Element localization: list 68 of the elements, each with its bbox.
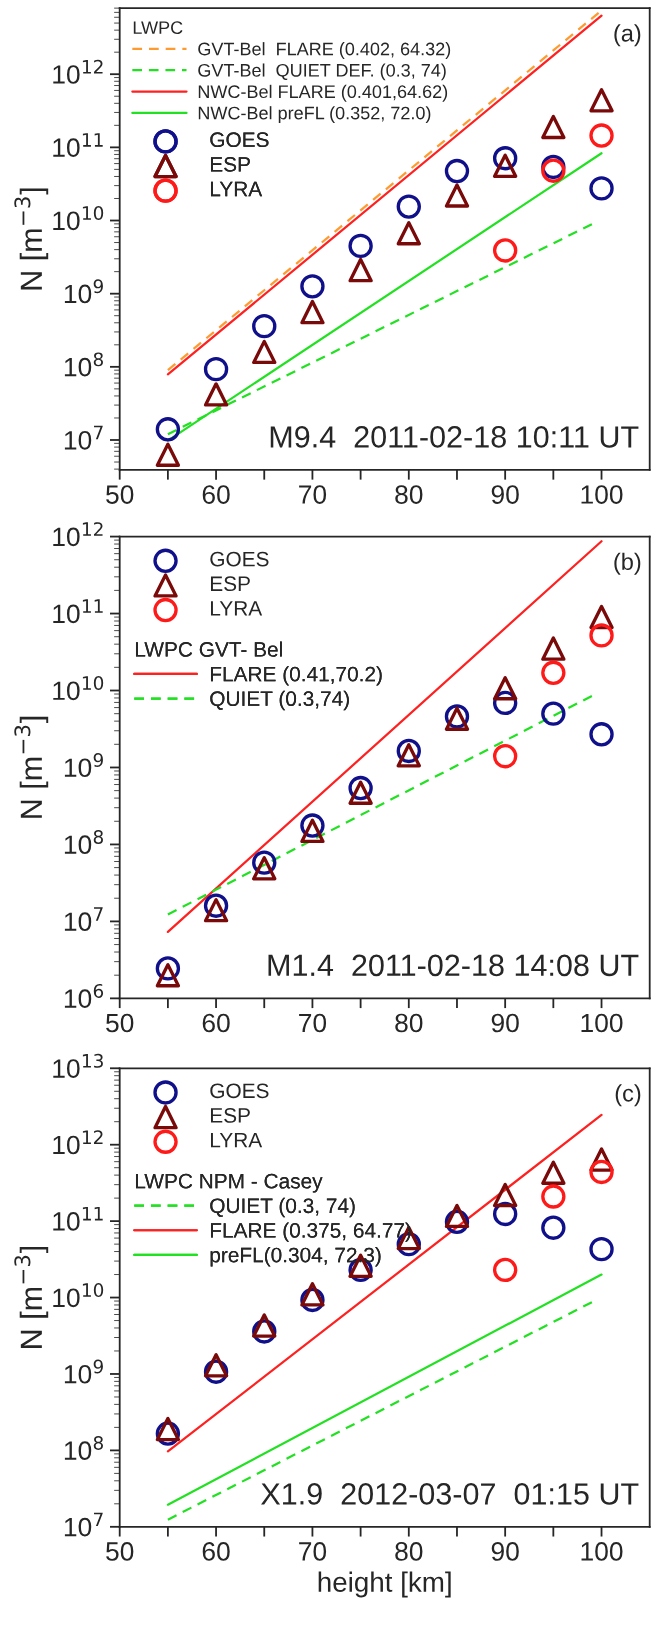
y-tick-label: 10$^{10}$ <box>53 206 104 231</box>
y-tick-label: 10$^{7}$ <box>64 907 103 932</box>
x-tick-label: 50 <box>106 485 134 504</box>
legend-label: ESP <box>210 576 250 592</box>
legend-label: QUIET (0.3, 74) <box>210 1197 355 1218</box>
x-tick-label: 50 <box>106 1542 134 1561</box>
x-tick-label: 80 <box>395 1013 423 1033</box>
y-axis-title: N [m$^{−3}$] <box>14 188 49 290</box>
x-tick-label: 100 <box>581 1542 623 1561</box>
y-tick-label: 10$^{10}$ <box>53 676 104 701</box>
y-tick-label: 10$^{6}$ <box>64 983 104 1008</box>
annotation: M1.4 2011-02-18 14:08 UT <box>268 954 639 977</box>
y-tick-label: 10$^{8}$ <box>64 829 103 855</box>
y-tick-label: 10$^{12}$ <box>53 1130 103 1155</box>
legend-title: LWPC NPM - Casey <box>135 1173 323 1193</box>
annotation: X1.9 2012-03-07 01:15 UT <box>261 1483 639 1505</box>
x-tick-label: 70 <box>299 1542 327 1561</box>
x-tick-label: 60 <box>202 485 230 504</box>
legend-label: GOES <box>210 132 269 148</box>
y-axis-title: N [m$^{−3}$] <box>14 716 49 818</box>
y-tick-label: 10$^{9}$ <box>64 1359 103 1384</box>
annotation: M9.4 2011-02-18 10:11 UT <box>270 426 639 448</box>
y-tick-label: 10$^{12}$ <box>53 522 103 547</box>
legend-label: NWC-Bel preFL (0.352, 72.0) <box>198 106 431 123</box>
legend-label: LYRA <box>210 181 263 197</box>
x-tick-label: 90 <box>491 485 519 504</box>
legend-label: FLARE (0.41,70.2) <box>210 666 382 686</box>
y-tick-label: 10$^{7}$ <box>64 425 103 450</box>
legend-label: GVT-Bel FLARE (0.402, 64.32) <box>198 42 451 59</box>
y-tick-label: 10$^{13}$ <box>53 1053 103 1078</box>
y-tick-label: 10$^{8}$ <box>64 352 103 377</box>
x-tick-label: 90 <box>491 1542 519 1561</box>
legend-label: LYRA <box>210 601 263 616</box>
y-tick-label: 10$^{8}$ <box>64 1435 103 1461</box>
legend-label: LYRA <box>210 1132 263 1148</box>
x-tick-label: 80 <box>395 485 423 504</box>
y-tick-label: 10$^{9}$ <box>64 753 103 778</box>
y-tick-label: 10$^{11}$ <box>53 1206 103 1231</box>
legend-label: ESP <box>210 1108 250 1123</box>
x-axis-title: height [km] <box>318 1571 451 1598</box>
annotation: (b) <box>614 552 641 575</box>
legend-title: LWPC <box>133 21 183 35</box>
y-tick-label: 10$^{11}$ <box>53 599 103 624</box>
y-tick-label: 10$^{11}$ <box>53 133 103 157</box>
annotation: (c) <box>615 1084 641 1107</box>
legend-title: LWPC GVT- Bel <box>135 641 282 657</box>
legend-label: preFL(0.304, 72.3) <box>210 1247 381 1267</box>
x-tick-label: 50 <box>106 1013 134 1033</box>
legend-label: QUIET (0.3,74) <box>210 690 349 711</box>
y-axis-title: N [m$^{−3}$] <box>14 1246 49 1348</box>
legend-label: GOES <box>210 1083 269 1099</box>
x-tick-label: 90 <box>491 1013 519 1033</box>
legend-label: ESP <box>210 156 250 172</box>
x-tick-label: 70 <box>299 1013 327 1033</box>
y-tick-label: 10$^{9}$ <box>64 279 103 304</box>
legend-label: GOES <box>210 551 269 567</box>
legend-label: GVT-Bel QUIET DEF. (0.3, 74) <box>198 63 446 81</box>
y-tick-label: 10$^{12}$ <box>53 59 103 84</box>
legend-label: NWC-Bel FLARE (0.401,64.62) <box>198 84 448 102</box>
x-tick-label: 80 <box>395 1542 423 1561</box>
x-tick-label: 100 <box>581 485 623 504</box>
x-tick-label: 60 <box>202 1542 230 1561</box>
x-tick-label: 60 <box>202 1013 230 1033</box>
y-tick-label: 10$^{7}$ <box>64 1512 103 1537</box>
y-tick-label: 10$^{10}$ <box>53 1283 104 1308</box>
x-tick-label: 100 <box>581 1013 623 1033</box>
annotation: (a) <box>614 24 641 47</box>
x-tick-label: 70 <box>299 485 327 504</box>
